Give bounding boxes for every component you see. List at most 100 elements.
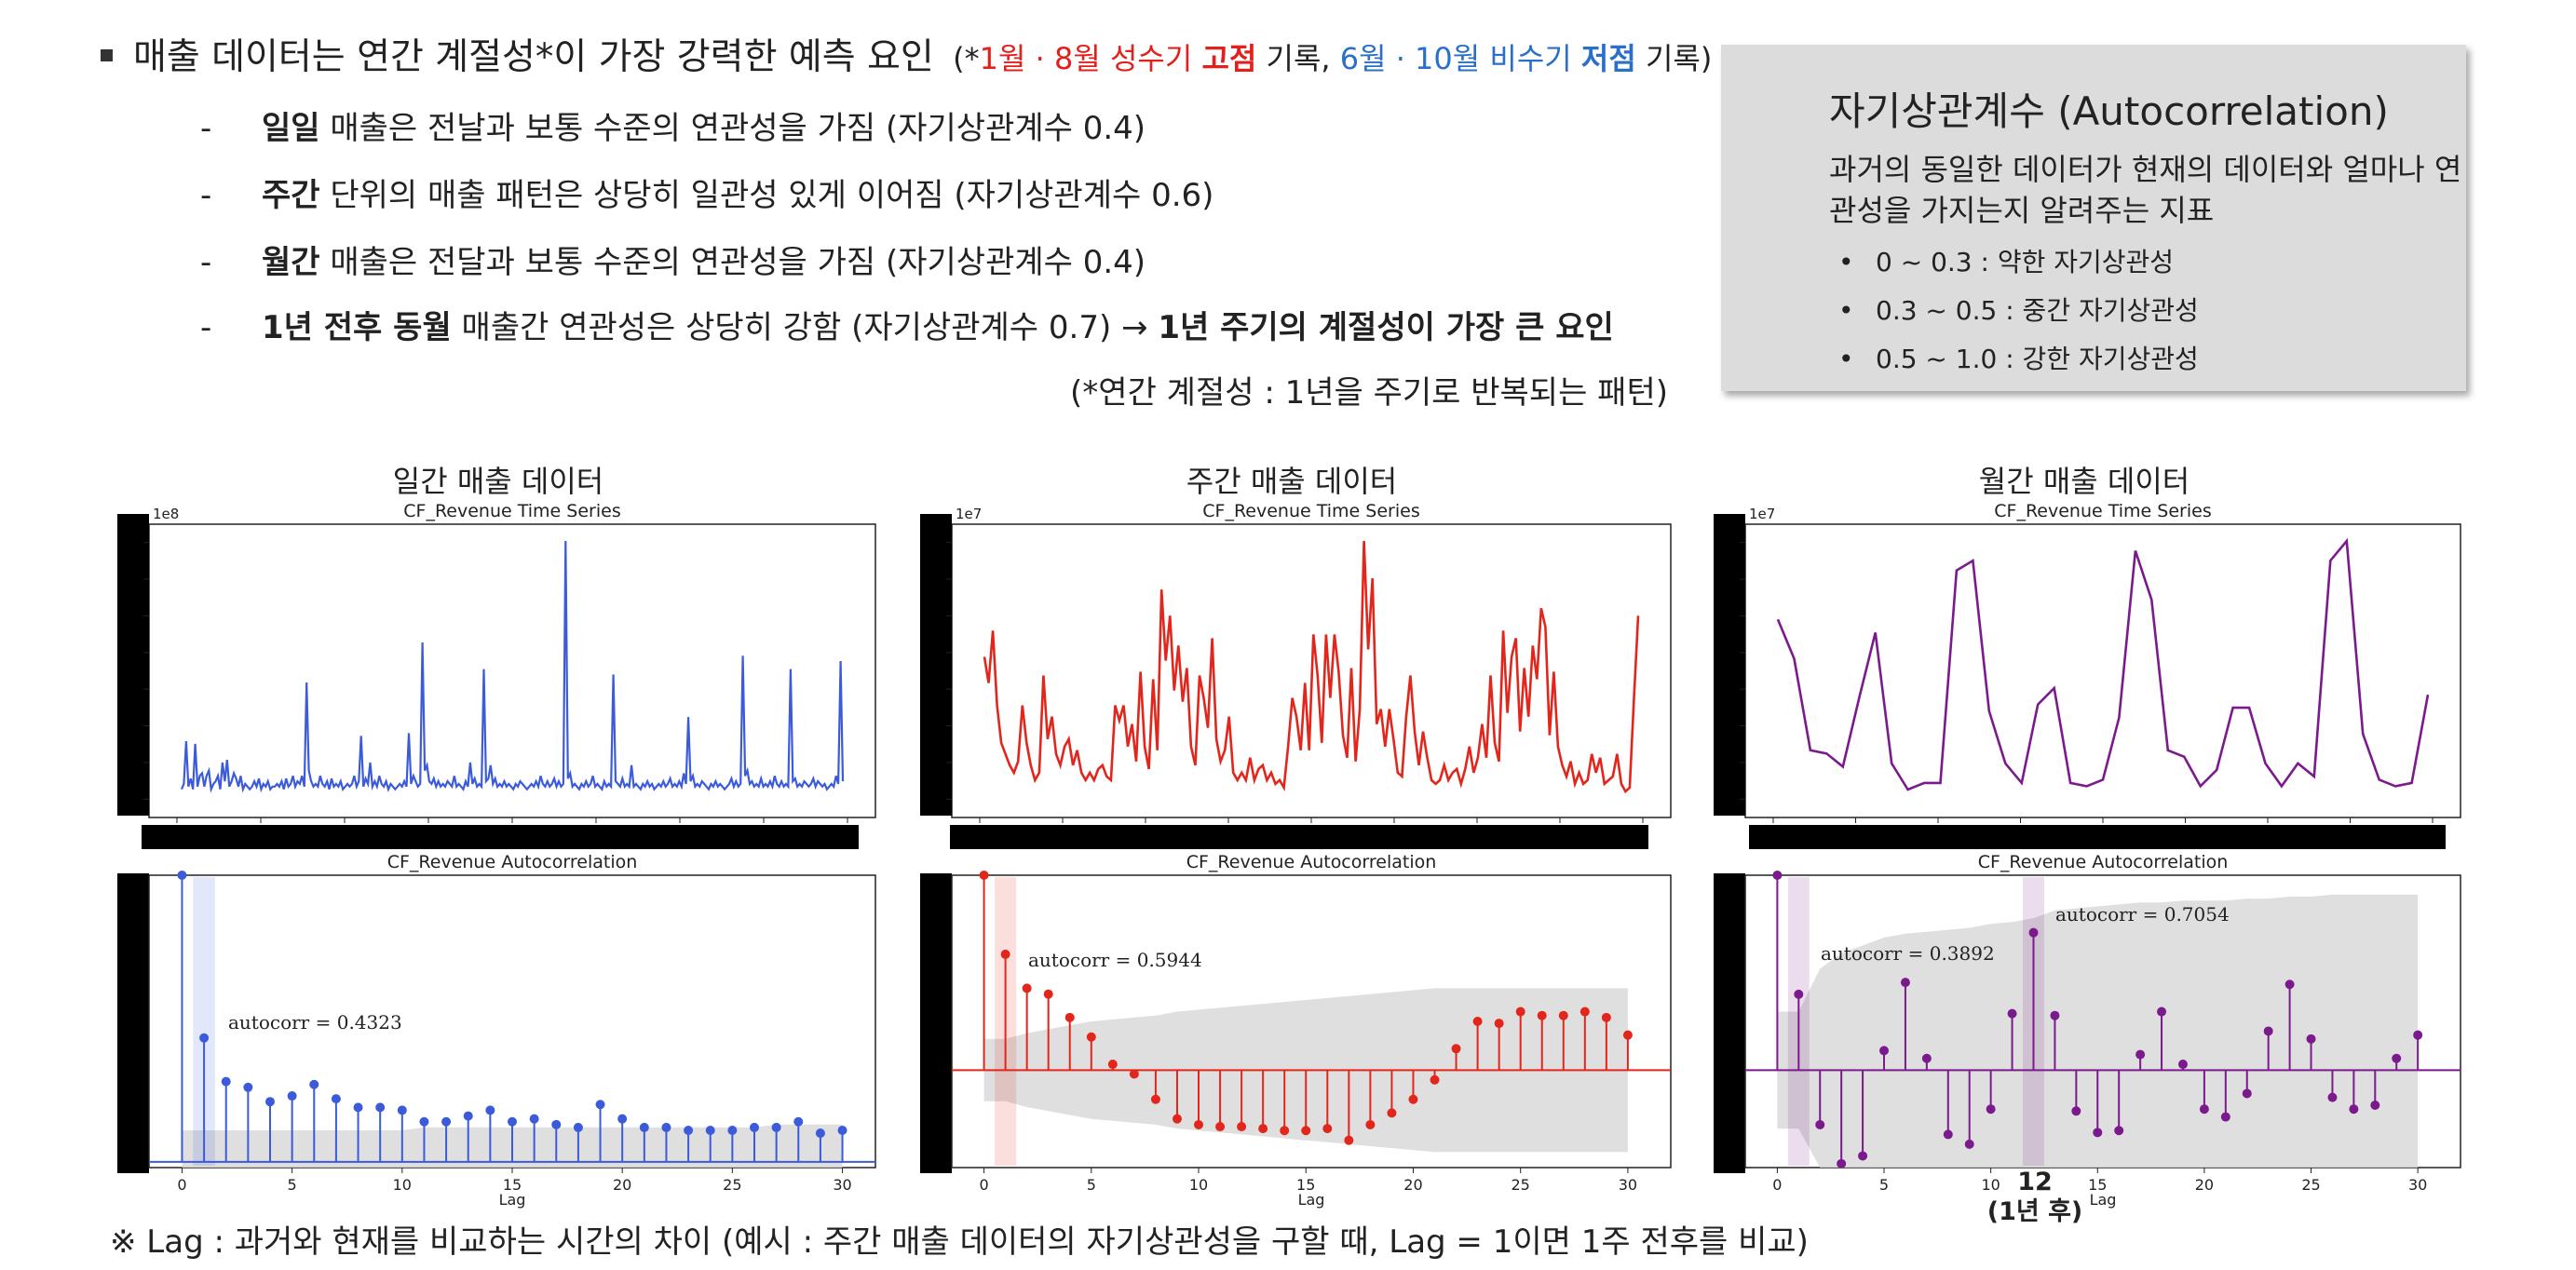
ac-point bbox=[1408, 1094, 1418, 1104]
note-low: 6월 · 10월 비수기 bbox=[1339, 41, 1581, 76]
ac-point bbox=[1794, 989, 1804, 999]
ac-point bbox=[1215, 1122, 1226, 1132]
info-box-item: • 0.3 ~ 0.5 : 중간 자기상관성 bbox=[1838, 295, 2199, 326]
ac-x-tick-label: 10 bbox=[1981, 1176, 2000, 1194]
ac-point bbox=[2392, 1053, 2402, 1063]
ac-point bbox=[837, 1125, 847, 1135]
lag12-value: 12 bbox=[2017, 1168, 2053, 1196]
ac-point bbox=[485, 1105, 495, 1115]
ac-x-label: Lag bbox=[499, 1191, 526, 1209]
ts-scale-label: 1e8 bbox=[153, 506, 179, 522]
ac-point bbox=[750, 1122, 759, 1132]
point-weekly: - 주간 단위의 매출 패턴은 상당히 일관성 있게 이어짐 (자기상관계수 0.… bbox=[200, 177, 1214, 214]
ac-x-tick-label: 25 bbox=[723, 1176, 741, 1194]
note-high: 1월 · 8월 성수기 bbox=[979, 41, 1202, 76]
point-weekly-bold: 주간 bbox=[262, 177, 320, 214]
ac-annotation: autocorr = 0.3892 bbox=[1821, 942, 1995, 965]
ac-point bbox=[2157, 1007, 2167, 1017]
lag-footnote: ※ Lag : 과거와 현재를 비교하는 시간의 차이 (예시 : 주간 매출 … bbox=[110, 1223, 1809, 1261]
ts-x-axis-block bbox=[142, 825, 859, 849]
lag12-label: (1년 후) bbox=[1986, 1197, 2083, 1226]
ac-point bbox=[595, 1100, 605, 1110]
info-item-strong: 0.5 ~ 1.0 : 강한 자기상관성 bbox=[1876, 344, 2199, 374]
ts-y-axis-block bbox=[1714, 514, 1745, 816]
ac-point bbox=[661, 1122, 671, 1132]
ac-point bbox=[617, 1114, 628, 1124]
ac-point bbox=[508, 1116, 517, 1127]
info-box-title: 자기상관계수 (Autocorrelation) bbox=[1829, 88, 2389, 134]
ac-point bbox=[2413, 1030, 2423, 1040]
ac-point bbox=[1558, 1010, 1568, 1020]
ac-point bbox=[441, 1116, 452, 1127]
ac-point bbox=[551, 1119, 562, 1129]
ac-point bbox=[1858, 1151, 1868, 1161]
ac-point bbox=[1365, 1119, 1376, 1129]
ac-point bbox=[375, 1102, 386, 1113]
panel-title-weekly: 주간 매출 데이터 bbox=[1186, 464, 1398, 499]
ts-title: CF_Revenue Time Series bbox=[1202, 501, 1419, 521]
ac-x-tick-label: 0 bbox=[177, 1176, 186, 1194]
ac-point bbox=[1194, 1119, 1204, 1129]
ac-x-tick-label: 30 bbox=[833, 1176, 851, 1194]
ts-scale-label: 1e7 bbox=[1749, 506, 1775, 522]
ac-point bbox=[221, 1076, 231, 1087]
note-open: (* bbox=[953, 41, 980, 76]
ts-title: CF_Revenue Time Series bbox=[1994, 501, 2211, 521]
ac-point bbox=[1301, 1126, 1311, 1136]
point-yearly-bold: 1년 전후 동월 bbox=[262, 309, 452, 346]
ac-point bbox=[705, 1125, 715, 1135]
ts-series-line bbox=[1776, 537, 2430, 791]
ac-point bbox=[1515, 1007, 1525, 1017]
autocorrelation-info-box: 자기상관계수 (Autocorrelation) 과거의 동일한 데이터가 현재… bbox=[1721, 45, 2466, 391]
ac-confidence-band bbox=[1777, 894, 2419, 1168]
ac-point bbox=[1451, 1044, 1461, 1054]
point-daily: - 일일 매출은 전날과 보통 수준의 연관성을 가짐 (자기상관계수 0.4) bbox=[200, 110, 1146, 147]
ac-point bbox=[1258, 1124, 1268, 1134]
point-yearly: -1년 전후 동월 매출간 연관성은 상당히 강함 (자기상관계수 0.7) →… bbox=[200, 309, 1614, 346]
ac-point bbox=[2114, 1126, 2124, 1136]
ac-point bbox=[397, 1105, 407, 1115]
ac-point bbox=[1921, 1053, 1932, 1063]
ac-title: CF_Revenue Autocorrelation bbox=[1186, 852, 1437, 872]
ac-x-tick-label: 10 bbox=[1189, 1176, 1208, 1194]
ac-annotation: autocorr = 0.7054 bbox=[2055, 903, 2230, 925]
ac-y-axis-block bbox=[117, 873, 149, 1173]
ac-point bbox=[1150, 1094, 1160, 1104]
ac-point bbox=[1601, 1012, 1611, 1022]
ac-x-tick-label: 5 bbox=[1879, 1176, 1889, 1194]
ac-point bbox=[573, 1122, 583, 1132]
ac-point bbox=[265, 1097, 275, 1107]
ac-point bbox=[2220, 1112, 2230, 1122]
ac-point bbox=[243, 1082, 253, 1092]
ac-point bbox=[2370, 1101, 2380, 1111]
ac-point bbox=[1322, 1124, 1333, 1134]
ac-point bbox=[1237, 1122, 1247, 1132]
ac-point bbox=[2007, 1008, 2017, 1019]
ts-series-line bbox=[180, 540, 845, 793]
ac-highlight-band bbox=[193, 877, 215, 1166]
ac-point bbox=[2327, 1092, 2338, 1102]
ac-point bbox=[2050, 1010, 2060, 1020]
ac-point bbox=[1964, 1139, 1974, 1149]
ts-series-line bbox=[983, 540, 1640, 794]
ac-point bbox=[1430, 1074, 1440, 1085]
point-daily-bold: 일일 bbox=[262, 110, 320, 147]
point-yearly-bold2: 1년 주기의 계절성이 가장 큰 요인 bbox=[1158, 309, 1614, 346]
ac-point bbox=[1815, 1119, 1825, 1129]
note-close: 기록) bbox=[1635, 41, 1713, 76]
ac-point bbox=[639, 1122, 649, 1132]
ac-point bbox=[1022, 983, 1032, 993]
panel-title-daily: 일간 매출 데이터 bbox=[392, 464, 604, 499]
info-item-medium: 0.3 ~ 0.5 : 중간 자기상관성 bbox=[1876, 295, 2199, 326]
ts-plot-frame bbox=[148, 523, 876, 818]
ac-point bbox=[1579, 1007, 1590, 1017]
ac-point bbox=[199, 1033, 210, 1043]
lag12-note: 12 (1년 후) bbox=[1987, 1168, 2083, 1227]
ts-plot-frame bbox=[1744, 523, 2461, 818]
point-monthly: - 월간 매출은 전달과 보통 수준의 연관성을 가짐 (자기상관계수 0.4) bbox=[200, 244, 1146, 281]
info-box-item: • 0.5 ~ 1.0 : 강한 자기상관성 bbox=[1838, 344, 2199, 374]
bullet-square-icon bbox=[101, 49, 113, 61]
ac-x-tick-label: 30 bbox=[1619, 1176, 1637, 1194]
ac-y-axis-block bbox=[1714, 873, 1745, 1173]
